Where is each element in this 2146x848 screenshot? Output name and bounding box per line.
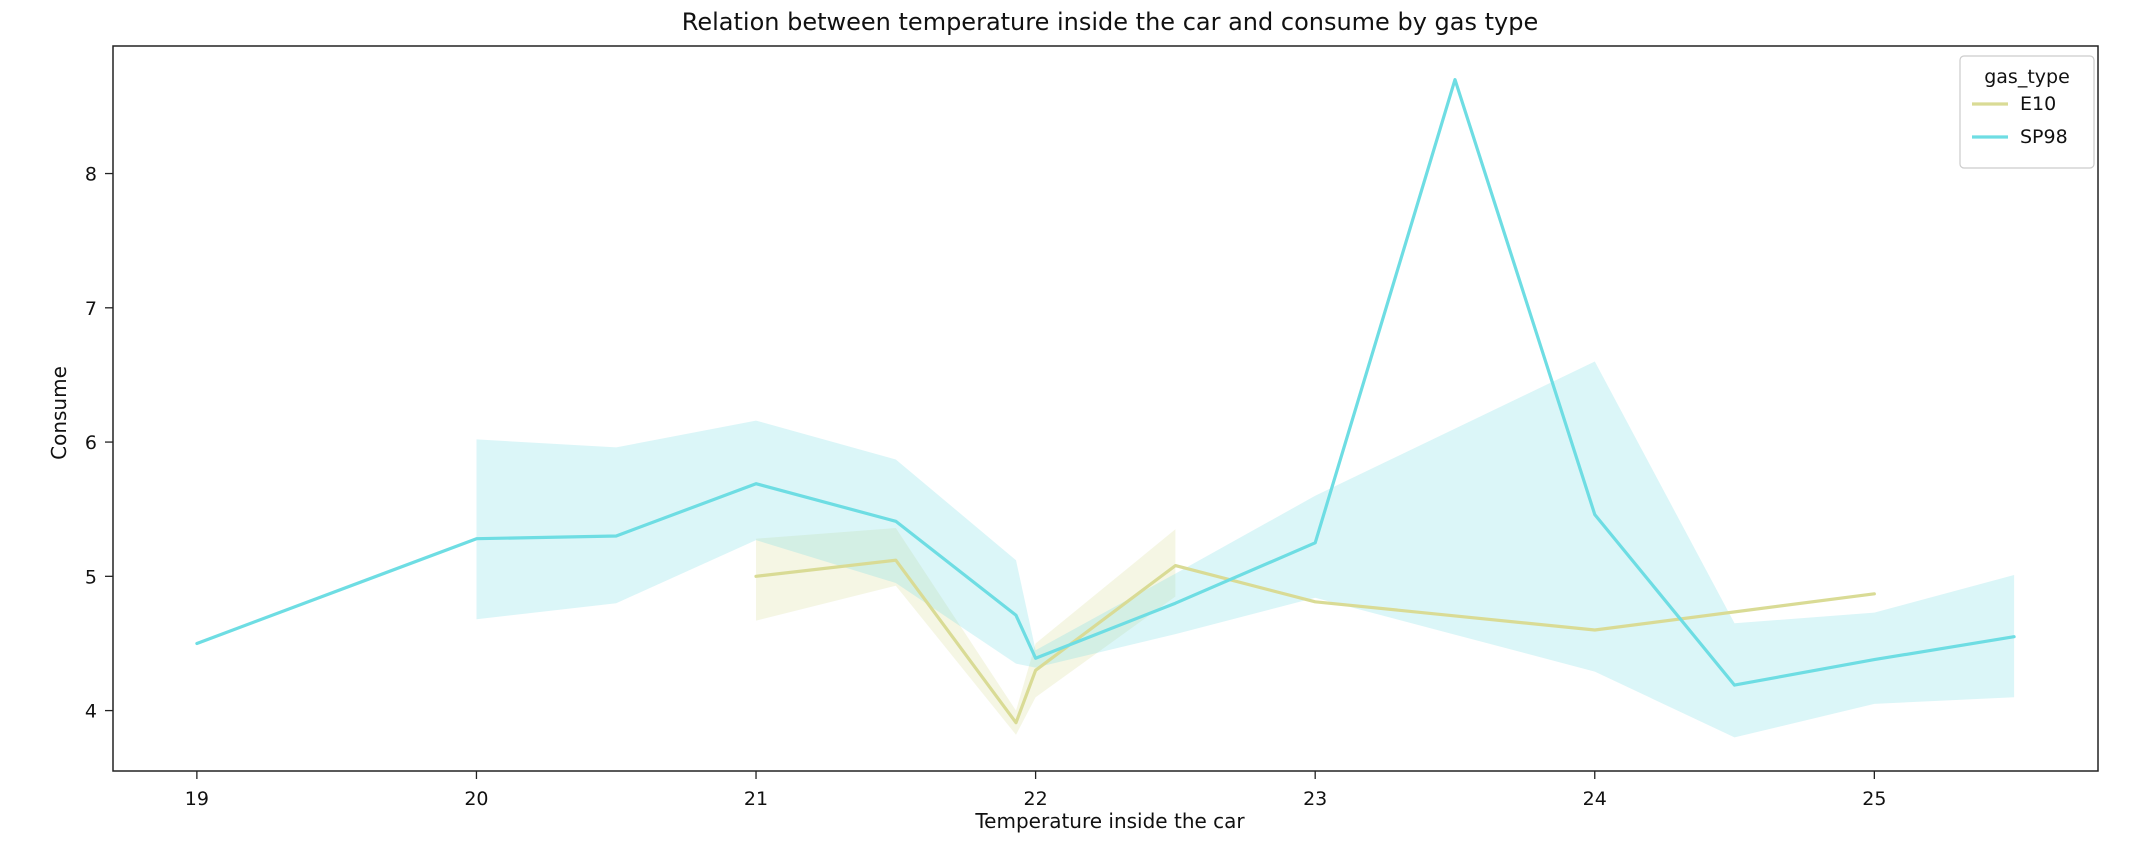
y-tick-label: 5 [85, 566, 97, 588]
legend-label-e10: E10 [2020, 93, 2056, 115]
x-axis-label: Temperature inside the car [974, 809, 1245, 833]
y-tick-label: 6 [85, 432, 97, 454]
ci-band-sp98 [476, 361, 2015, 738]
x-tick-label: 19 [185, 788, 209, 810]
x-tick-label: 21 [744, 788, 768, 810]
x-tick-label: 23 [1303, 788, 1327, 810]
y-tick-label: 8 [85, 164, 97, 186]
x-tick-label: 25 [1862, 788, 1886, 810]
series-line-e10 [754, 558, 1876, 725]
y-axis-label: Consume [47, 366, 71, 460]
plot-frame [112, 45, 2099, 772]
series-line-sp98 [195, 77, 2016, 687]
series-lines [195, 77, 2016, 725]
legend-box [1959, 55, 2095, 169]
legend-label-sp98: SP98 [2020, 126, 2068, 148]
y-tick-label: 4 [85, 701, 97, 723]
x-tick-label: 20 [464, 788, 488, 810]
x-tick-label: 24 [1583, 788, 1607, 810]
x-axis: 19 20 21 22 23 24 25 [185, 771, 1886, 810]
legend-title: gas_type [1984, 66, 2070, 88]
ci-band-e10 [756, 528, 1176, 735]
chart-title: Relation between temperature inside the … [682, 8, 1538, 36]
y-axis: 4 5 6 7 8 [85, 164, 113, 723]
x-tick-label: 22 [1024, 788, 1048, 810]
y-tick-label: 7 [85, 298, 97, 320]
confidence-bands [476, 361, 2015, 738]
legend: gas_type E10 SP98 [1959, 55, 2095, 169]
